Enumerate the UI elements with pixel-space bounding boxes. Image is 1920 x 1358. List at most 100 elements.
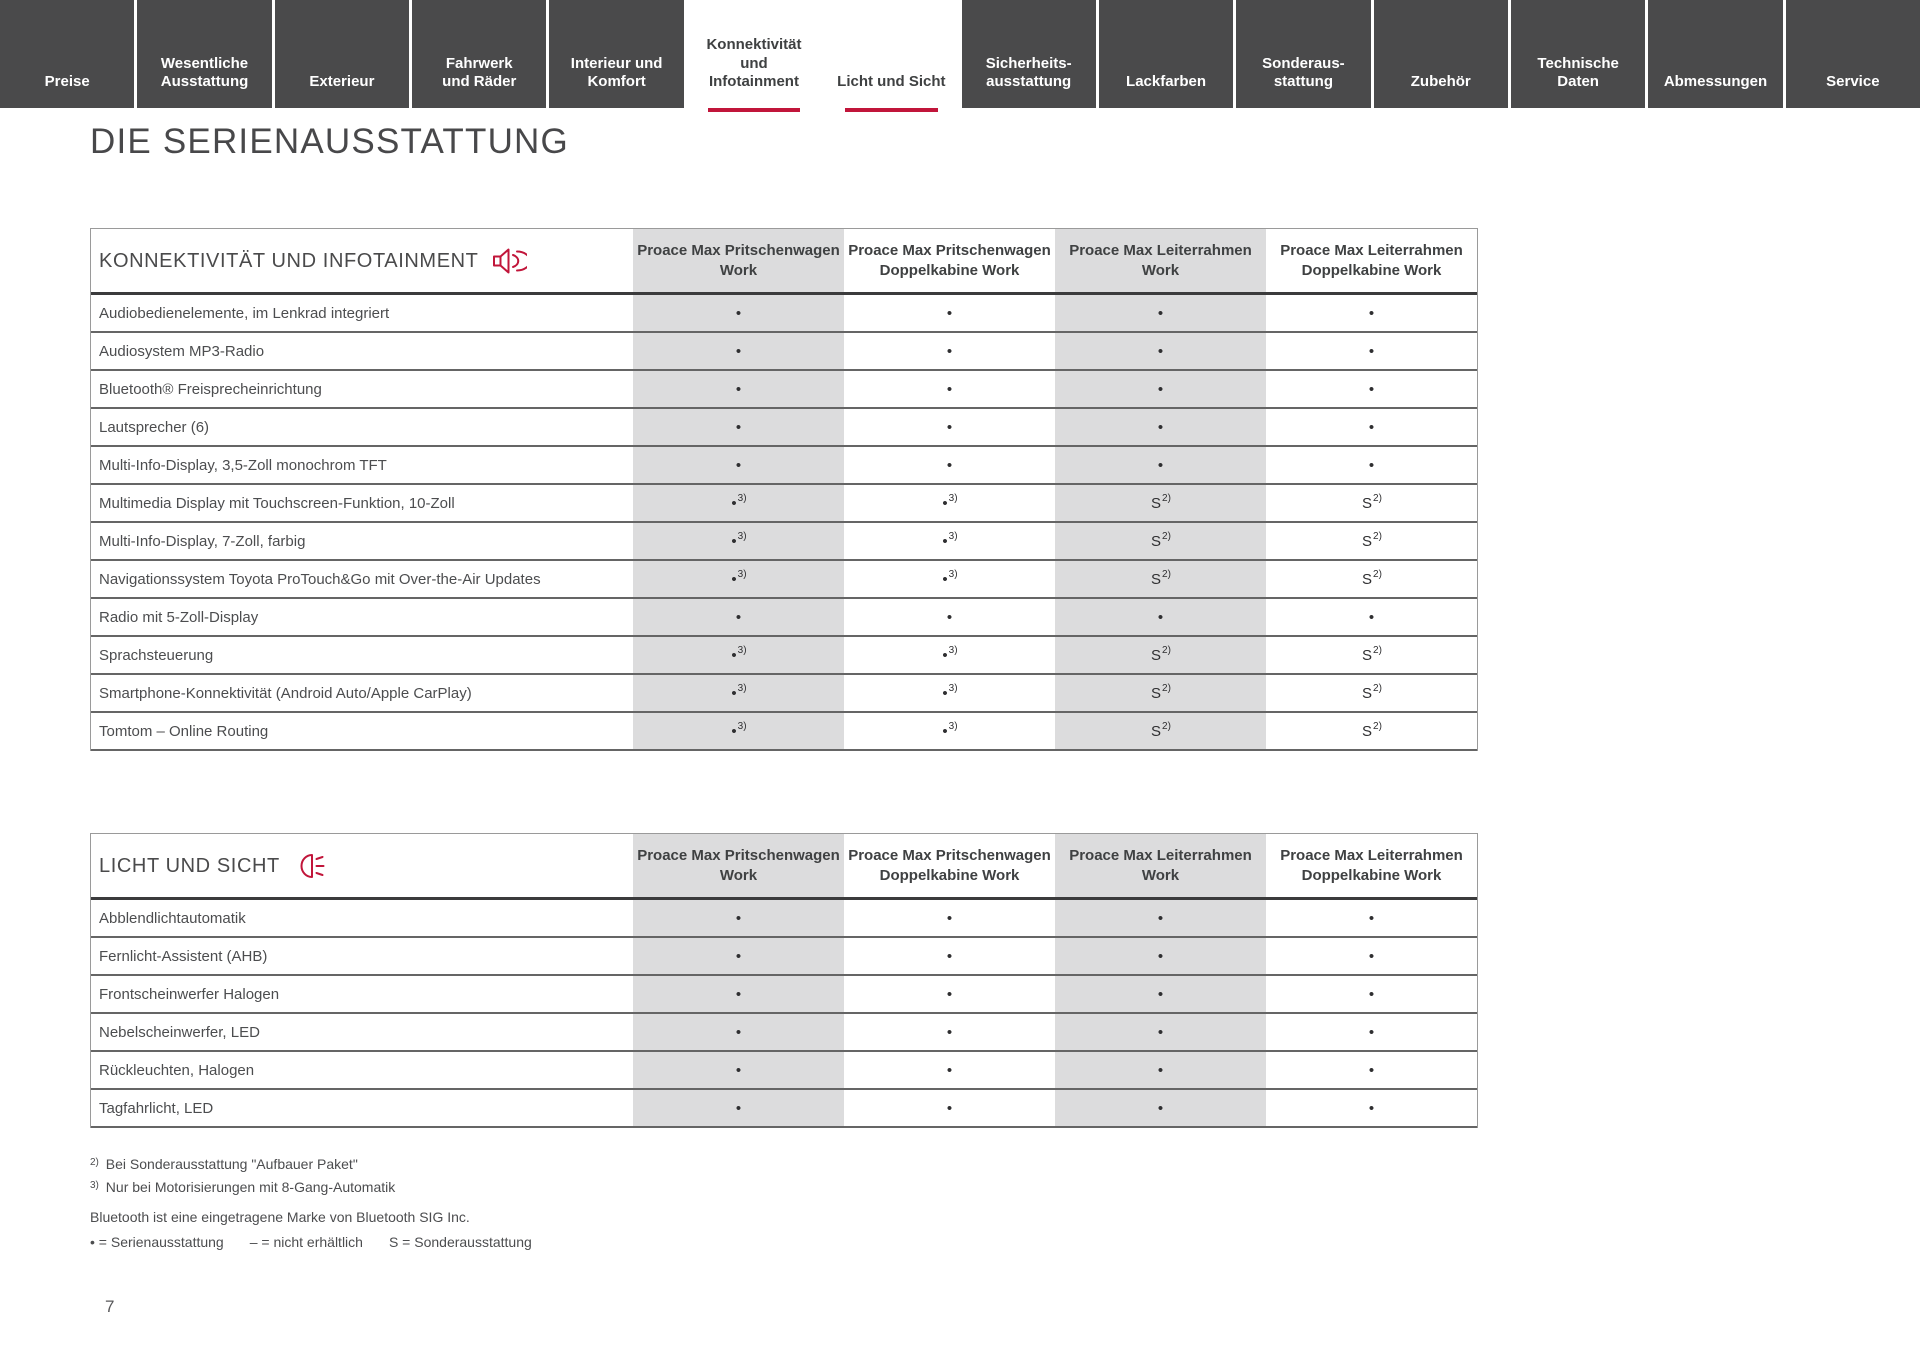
table-row: Nebelscheinwerfer, LED • • • • — [91, 1014, 1477, 1052]
table-konnektivitaet-und-infotainment: KONNEKTIVITÄT UND INFOTAINMENT Proace Ma… — [90, 228, 1478, 751]
value-cell: • 3) — [942, 644, 958, 664]
value-cell: • — [1368, 1099, 1375, 1117]
value-cell: • — [633, 1090, 844, 1126]
value-cell: • — [1055, 295, 1266, 331]
value-cell: • — [946, 909, 953, 927]
value-cell: • — [633, 447, 844, 483]
value-cell: S 2) — [1055, 713, 1266, 749]
value-cell: • 3) — [633, 561, 844, 597]
value-cell: • — [1055, 1014, 1266, 1050]
feature-label: Rückleuchten, Halogen — [91, 1052, 633, 1088]
column-header: Proace Max Leiterrahmen Doppelkabine Wor… — [1280, 242, 1463, 279]
value-cell: • — [1055, 409, 1266, 445]
value-cell: • 3) — [633, 637, 844, 673]
value-cell: • 3) — [942, 530, 958, 550]
legend-item: S = Sonderausstattung — [388, 1234, 532, 1250]
tab-konnektivität-und-infotainment[interactable]: Konnektivität und Infotainment — [686, 0, 822, 112]
value-cell: • 3) — [633, 675, 844, 711]
value-cell: • — [1368, 380, 1375, 398]
value-cell: • — [1055, 333, 1266, 369]
value-cell: • — [1055, 900, 1266, 936]
tab-abmessungen[interactable]: Abmessungen — [1648, 0, 1783, 108]
tab-exterieur[interactable]: Exterieur — [274, 0, 410, 108]
value-cell: • 3) — [942, 568, 958, 588]
value-cell: S 2) — [1362, 568, 1382, 588]
value-cell: S 2) — [1055, 523, 1266, 559]
tab-interieur-und-komfort[interactable]: Interieur und Komfort — [549, 0, 684, 108]
value-cell: S 2) — [1055, 675, 1266, 711]
column-header: Proace Max Pritschenwagen Work — [633, 229, 844, 292]
footnote: 3) Nur bei Motorisierungen mit 8-Gang-Au… — [90, 1179, 396, 1195]
value-cell: • — [946, 1023, 953, 1041]
column-header: Proace Max Pritschenwagen Work — [633, 834, 844, 897]
feature-label: Bluetooth® Freisprecheinrichtung — [91, 371, 633, 407]
value-cell: • — [946, 304, 953, 322]
footnote: 2) Bei Sonderausstattung "Aufbauer Paket… — [90, 1156, 358, 1172]
table-section-title-text: LICHT UND SICHT — [99, 854, 280, 877]
tab-fahrwerk-und-räder[interactable]: Fahrwerk und Räder — [412, 0, 547, 108]
value-cell: S 2) — [1055, 561, 1266, 597]
tab-service[interactable]: Service — [1785, 0, 1920, 108]
tab-zubehör[interactable]: Zubehör — [1373, 0, 1508, 108]
table-row: Smartphone-Konnektivität (Android Auto/A… — [91, 675, 1477, 713]
value-cell: • 3) — [633, 523, 844, 559]
table-row: Audiobedienelemente, im Lenkrad integrie… — [91, 295, 1477, 333]
value-cell: • — [1055, 447, 1266, 483]
feature-label: Audiosystem MP3-Radio — [91, 333, 633, 369]
table-row: Bluetooth® Freisprecheinrichtung • • • • — [91, 371, 1477, 409]
value-cell: • 3) — [633, 485, 844, 521]
value-cell: • — [1055, 599, 1266, 635]
top-nav: Preise Wesentliche Ausstattung Exterieur Fa… — [0, 0, 1920, 112]
value-cell: • — [1055, 371, 1266, 407]
table-row: Tomtom – Online Routing • 3) • 3) S 2) S 2) — [91, 713, 1477, 751]
value-cell: • — [633, 1052, 844, 1088]
tab-wesentliche-ausstattung[interactable]: Wesentliche Ausstattung — [137, 0, 272, 108]
tab-licht-und-sicht[interactable]: Licht und Sicht — [824, 0, 959, 112]
value-cell: • 3) — [942, 682, 958, 702]
value-cell: • — [633, 976, 844, 1012]
page-number: 7 — [105, 1297, 115, 1316]
value-cell: • — [1368, 985, 1375, 1003]
tab-sicherheits-ausstattung[interactable]: Sicherheits- ausstattung — [961, 0, 1096, 108]
feature-label: Smartphone-Konnektivität (Android Auto/A… — [91, 675, 633, 711]
feature-label: Navigationssystem Toyota ProTouch&Go mit… — [91, 561, 633, 597]
table-row: Multi-Info-Display, 3,5-Zoll monochrom T… — [91, 447, 1477, 485]
value-cell: S 2) — [1055, 637, 1266, 673]
value-cell: • — [1368, 1061, 1375, 1079]
table-section-title-text: KONNEKTIVITÄT UND INFOTAINMENT — [99, 249, 479, 272]
page-title: DIE SERIENAUSSTATTUNG — [90, 122, 569, 161]
value-cell: • — [1368, 304, 1375, 322]
footnotes-block: 2) Bei Sonderausstattung "Aufbauer Paket… — [90, 1156, 532, 1250]
column-header: Proace Max Pritschenwagen Doppelkabine W… — [848, 847, 1051, 884]
feature-label: Multi-Info-Display, 3,5-Zoll monochrom T… — [91, 447, 633, 483]
value-cell: • — [1368, 909, 1375, 927]
table-row: Fernlicht-Assistent (AHB) • • • • — [91, 938, 1477, 976]
value-cell: S 2) — [1362, 530, 1382, 550]
value-cell: • — [633, 295, 844, 331]
feature-label: Fernlicht-Assistent (AHB) — [91, 938, 633, 974]
value-cell: • 3) — [633, 713, 844, 749]
table-row: Navigationssystem Toyota ProTouch&Go mit… — [91, 561, 1477, 599]
feature-label: Audiobedienelemente, im Lenkrad integrie… — [91, 295, 633, 331]
value-cell: • — [1368, 418, 1375, 436]
value-cell: • — [633, 333, 844, 369]
table-row: Multimedia Display mit Touchscreen-Funkt… — [91, 485, 1477, 523]
table-section-title: LICHT UND SICHT — [91, 834, 633, 897]
column-header: Proace Max Leiterrahmen Work — [1055, 834, 1266, 897]
value-cell: • — [1055, 938, 1266, 974]
feature-label: Radio mit 5-Zoll-Display — [91, 599, 633, 635]
tab-preise[interactable]: Preise — [0, 0, 135, 108]
column-header: Proace Max Leiterrahmen Work — [1055, 229, 1266, 292]
tab-sonderaus-stattung[interactable]: Sonderaus- stattung — [1236, 0, 1371, 108]
feature-label: Sprachsteuerung — [91, 637, 633, 673]
value-cell: • — [946, 418, 953, 436]
table-section-title: KONNEKTIVITÄT UND INFOTAINMENT — [91, 229, 633, 292]
tab-lackfarben[interactable]: Lackfarben — [1098, 0, 1234, 108]
tab-technische-daten[interactable]: Technische Daten — [1510, 0, 1646, 108]
value-cell: • — [946, 1061, 953, 1079]
value-cell: S 2) — [1362, 682, 1382, 702]
value-cell: • 3) — [942, 720, 958, 740]
value-cell: • — [633, 409, 844, 445]
value-cell: • — [946, 342, 953, 360]
table-row: Multi-Info-Display, 7-Zoll, farbig • 3) • 3)… — [91, 523, 1477, 561]
